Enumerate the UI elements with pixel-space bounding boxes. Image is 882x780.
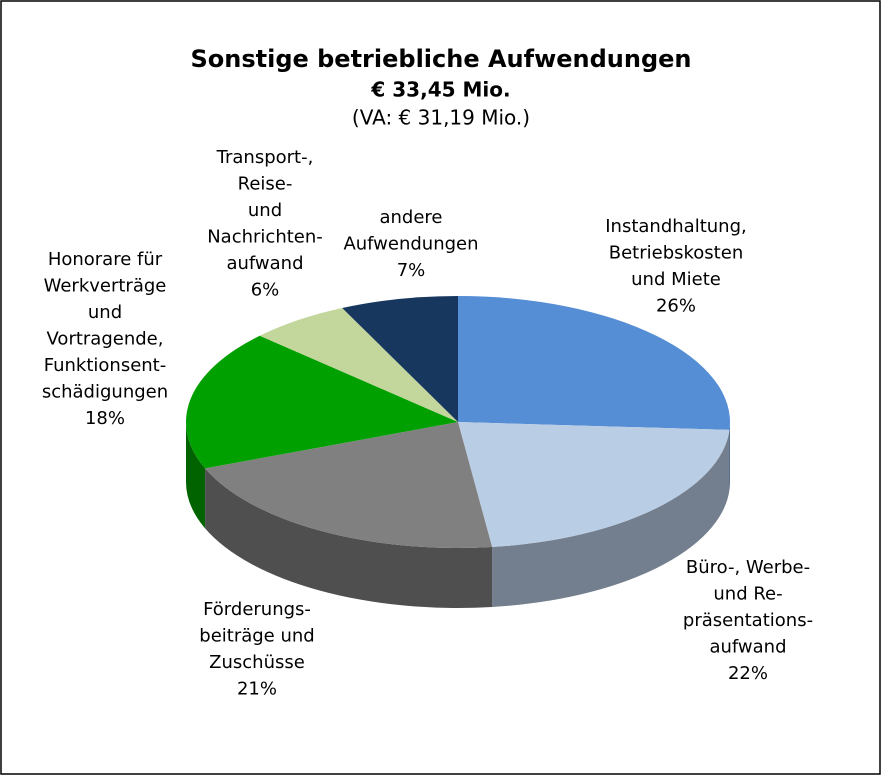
slice-label: und: [88, 302, 122, 323]
slice-label: aufwand: [226, 253, 303, 274]
slice-label: präsentations-: [683, 610, 813, 631]
slice-side: [186, 422, 206, 529]
slice-label: Förderungs-: [203, 599, 311, 620]
slice-label: Transport-,: [216, 147, 314, 168]
slice-label: Vortragende,: [47, 329, 164, 350]
slice-label: Werkverträge: [44, 276, 167, 297]
slice-label: und Miete: [631, 269, 721, 290]
slice-label: Büro-, Werbe-: [686, 557, 810, 578]
slice: [458, 296, 730, 430]
slice-label: Instandhaltung,: [605, 216, 746, 237]
chart-subtitle: (VA: € 31,19 Mio.): [352, 106, 530, 130]
slice-label: Zuschüsse: [209, 652, 305, 673]
slice: [342, 296, 458, 422]
slice-side: [729, 422, 730, 490]
slice-side: [205, 468, 493, 609]
slice: [259, 307, 458, 422]
value-label: 22%: [728, 663, 768, 684]
slice-side: [492, 429, 730, 608]
value-label: 18%: [85, 408, 125, 429]
slice-label: Funktionsent-: [44, 355, 167, 376]
slice: [186, 335, 459, 469]
slice-label: aufwand: [709, 637, 786, 658]
slice-label: Honorare für: [48, 249, 163, 270]
slice-label: Aufwendungen: [343, 234, 478, 255]
chart-title: Sonstige betriebliche Aufwendungen: [190, 45, 691, 73]
slice-label: und: [248, 200, 282, 221]
slice-label: beiträge und: [199, 626, 314, 647]
value-label: 6%: [251, 280, 280, 301]
chart-subtitle: € 33,45 Mio.: [370, 78, 510, 102]
slice-label: Nachrichten-: [207, 227, 323, 248]
slice: [458, 422, 730, 548]
slice-label: Reise-: [238, 174, 293, 195]
value-label: 21%: [237, 679, 277, 700]
slice-label: andere: [379, 207, 442, 228]
slice-label: und Re-: [713, 584, 782, 605]
value-label: 7%: [397, 260, 426, 281]
slice: [205, 422, 493, 549]
slice-label: schädigungen: [42, 382, 168, 403]
value-label: 26%: [656, 296, 696, 317]
slice-label: Betriebskosten: [609, 243, 743, 264]
